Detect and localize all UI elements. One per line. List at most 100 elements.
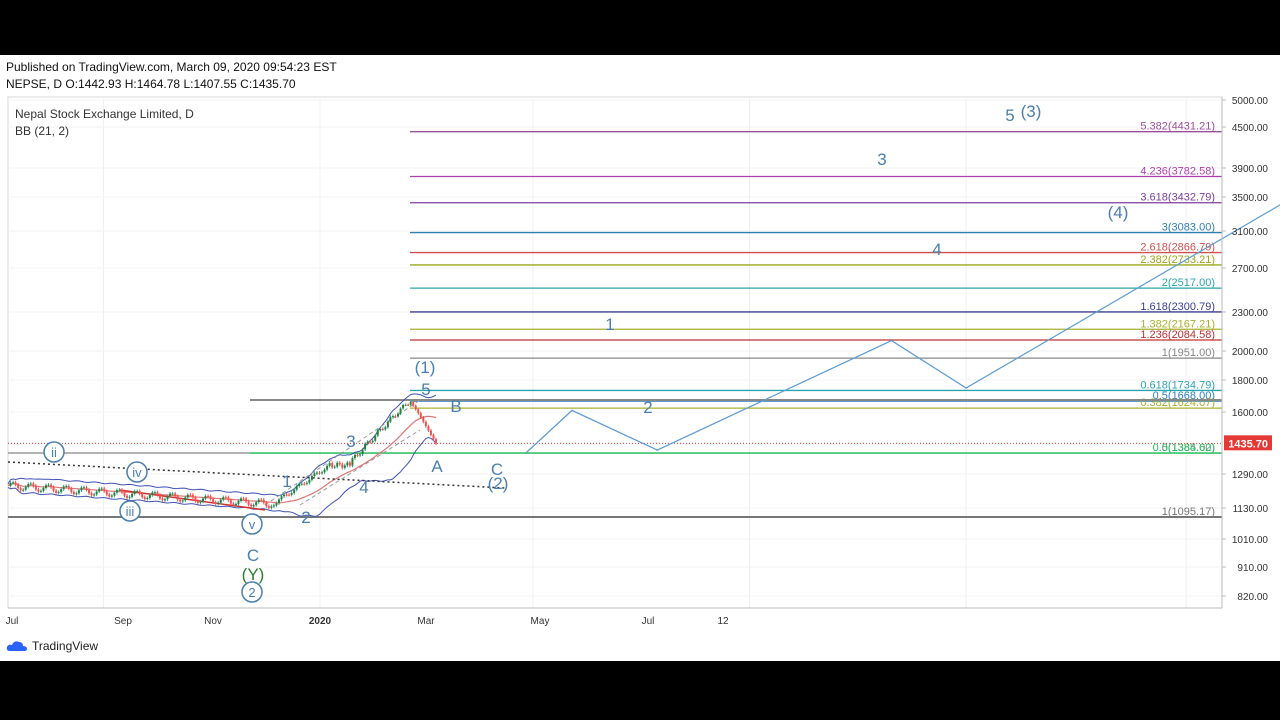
fib-level-label: 2.382(2733.21): [1140, 254, 1215, 266]
price-chart[interactable]: 5.382(4431.21) 4.236(3782.58) 3.618(3432.7…: [0, 55, 1280, 661]
candle-body: [262, 499, 265, 503]
candle-body: [55, 490, 58, 493]
candle-body: [361, 449, 364, 455]
price-tick-label: 2300.00: [1232, 308, 1269, 319]
time-tick-label: 12: [717, 616, 729, 627]
candle-body: [174, 493, 177, 497]
candle-body: [323, 469, 326, 473]
candle-body: [227, 497, 230, 501]
candle-body: [164, 499, 167, 501]
candle-body: [52, 487, 55, 491]
candle-body: [191, 494, 194, 498]
candle-body: [427, 426, 430, 431]
candle-body: [318, 472, 321, 474]
candle-body: [321, 472, 324, 474]
wave-label: 2: [248, 585, 255, 600]
candle-body: [247, 501, 250, 505]
candle-body: [407, 404, 410, 406]
candle-body: [141, 493, 144, 498]
fib-level-label: 2(2517.00): [1162, 277, 1215, 289]
candle-body: [255, 502, 258, 506]
candle-body: [67, 486, 70, 489]
fib-level-label: 4.236(3782.58): [1140, 166, 1215, 178]
candle-body: [108, 494, 111, 497]
wave-label: v: [249, 517, 256, 532]
candle-body: [105, 491, 108, 495]
price-tick-label: 2000.00: [1232, 347, 1269, 358]
candle-body: [42, 488, 45, 491]
fib-level-label: 1(1095.17): [1162, 506, 1215, 518]
candle-body: [151, 492, 154, 496]
wave-label: iv: [132, 465, 142, 480]
candle-body: [22, 489, 25, 491]
plot-area: [7, 96, 1223, 609]
candle-body: [133, 491, 136, 494]
candle-body: [245, 498, 248, 502]
wave-label: C: [247, 546, 259, 565]
candle-body: [176, 496, 179, 500]
candle-body: [295, 486, 298, 490]
candle-body: [239, 498, 242, 501]
candle-body: [224, 497, 227, 499]
candle-body: [280, 496, 283, 500]
candle-body: [204, 496, 207, 499]
wave-label: 5: [421, 380, 430, 399]
candle-body: [242, 498, 245, 500]
candle-body: [166, 496, 169, 500]
candle-body: [88, 489, 91, 494]
candle-body: [60, 489, 63, 493]
axes: 5000.00 4500.00 3900.00 3500.00 3100.00 2700.…: [6, 96, 1272, 627]
candle-body: [70, 488, 73, 492]
chart-frame: Published on TradingView.com, March 09, …: [0, 55, 1280, 661]
candle-body: [333, 466, 336, 468]
candle-body: [12, 482, 15, 484]
candle-body: [85, 487, 88, 490]
candle-body: [98, 488, 101, 492]
price-tick-label: 910.00: [1237, 563, 1268, 574]
pane-title: Nepal Stock Exchange Limited, D: [15, 107, 194, 121]
candle-body: [39, 490, 42, 492]
candle-body: [80, 487, 83, 491]
candle-body: [285, 494, 288, 496]
wave-label: C: [491, 460, 503, 479]
candle-body: [336, 462, 339, 467]
candle-body: [19, 488, 22, 491]
tradingview-logo[interactable]: TradingView: [6, 639, 98, 653]
candle-body: [113, 492, 116, 496]
wave-label: (1): [415, 358, 436, 377]
wave-label: 1: [282, 472, 291, 491]
candle-body: [275, 503, 278, 506]
candle-body: [158, 494, 161, 499]
candle-body: [404, 404, 407, 406]
fib-level-label: 0(1385.00): [1162, 442, 1215, 454]
candle-body: [298, 483, 301, 487]
candle-body: [359, 454, 362, 456]
candle-body: [252, 505, 255, 507]
candle-body: [356, 454, 359, 456]
candle-body: [222, 497, 225, 500]
projection-point: [965, 387, 967, 389]
wave-label: 5: [1005, 106, 1014, 125]
candle-body: [381, 428, 384, 430]
trendline-red: [119, 489, 266, 511]
price-tick-label: 4500.00: [1232, 123, 1269, 134]
price-tick-label: 1130.00: [1233, 504, 1269, 515]
bb-lower: [7, 436, 437, 517]
candle-body: [62, 486, 65, 490]
wave-label: 4: [359, 478, 368, 497]
candle-body: [371, 440, 374, 443]
wave-label: 3: [877, 150, 886, 169]
time-tick-label: Nov: [204, 616, 222, 627]
candle-body: [300, 483, 303, 485]
candle-body: [184, 497, 187, 501]
candle-body: [181, 500, 184, 502]
wave-label: 4: [932, 240, 941, 259]
candle-body: [171, 493, 174, 495]
candle-body: [196, 500, 199, 503]
candle-body: [212, 498, 215, 503]
fib-extension: 5.382(4431.21) 4.236(3782.58) 3.618(3432.7…: [8, 121, 1222, 518]
price-tick-label: 1010.00: [1232, 535, 1269, 546]
candle-body: [394, 416, 397, 418]
fib-level-label: 0.5(1384.62): [1153, 442, 1215, 454]
candle-body: [209, 496, 212, 499]
